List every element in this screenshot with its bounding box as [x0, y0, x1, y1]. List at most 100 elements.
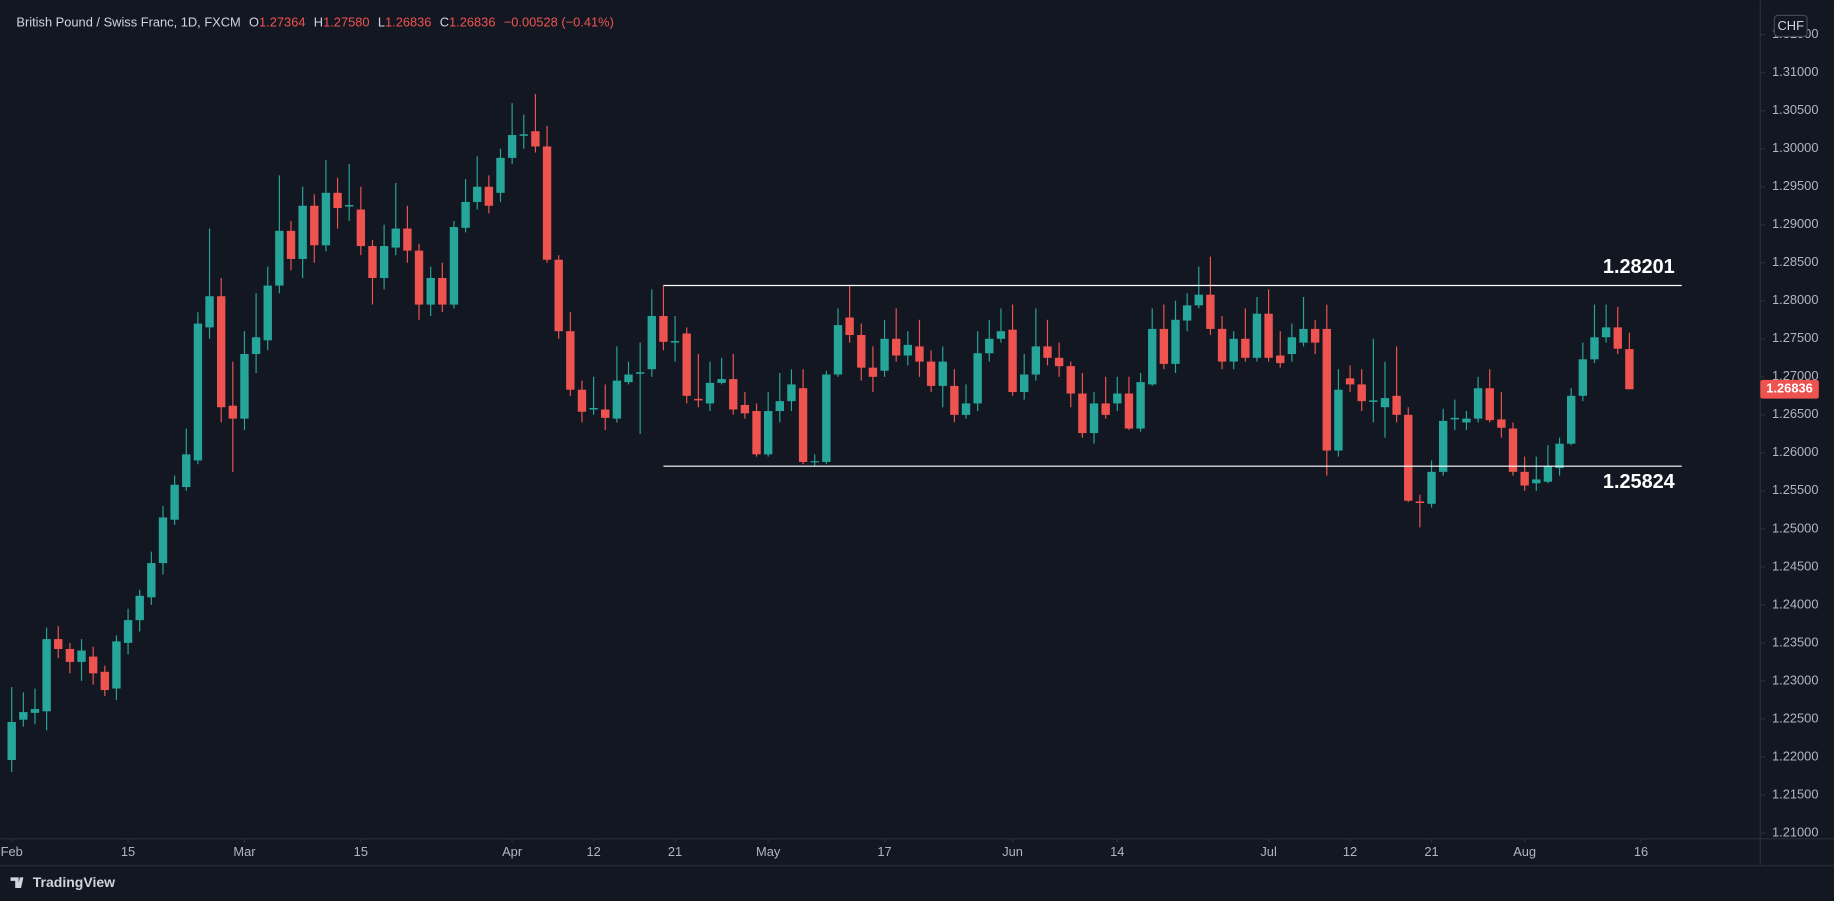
candle-body: [810, 461, 819, 463]
candle-body: [1089, 403, 1099, 434]
candle-body: [170, 484, 179, 520]
x-tick-label: 21: [668, 844, 682, 859]
axes: 1.21000 1.21500 1.22000 1.22500 1.23000 1.235…: [1, 26, 1819, 859]
candle-body: [484, 186, 494, 206]
y-tick-label: 1.21000: [1772, 824, 1818, 839]
candle-body: [414, 250, 424, 305]
candle-body: [507, 135, 517, 158]
candle-body: [1578, 359, 1588, 396]
candle-body: [1473, 388, 1483, 419]
candle-body: [205, 296, 214, 328]
x-tick-label: 14: [1110, 844, 1124, 859]
candle-body: [100, 671, 109, 691]
candle-body: [1299, 328, 1308, 343]
y-tick-label: 1.26000: [1772, 444, 1818, 459]
candle-body: [542, 146, 552, 260]
candle-body: [845, 317, 854, 335]
high-value: 1.27580: [323, 15, 369, 30]
candle-body: [1625, 349, 1634, 390]
y-tick-label: 1.25500: [1772, 482, 1818, 497]
open-key: O: [249, 15, 259, 30]
candle-body: [752, 411, 761, 455]
currency-badge[interactable]: [1773, 14, 1808, 38]
candle-body: [519, 134, 528, 136]
x-tick-label: 16: [1634, 844, 1648, 859]
candle-body: [333, 192, 342, 209]
candle-body: [345, 204, 354, 207]
candle-body: [19, 712, 28, 720]
candle-body: [798, 388, 808, 462]
candle-body: [647, 315, 656, 370]
candle-body: [1532, 479, 1541, 484]
candle-body: [601, 409, 610, 418]
candle-body: [891, 338, 901, 356]
last-price-badge: [1760, 379, 1819, 399]
candle-body: [496, 157, 505, 193]
candle-body: [403, 228, 412, 251]
candle-body: [1264, 313, 1273, 358]
brand-name: TradingView: [33, 874, 115, 890]
candle-body: [391, 228, 400, 248]
candle-body: [1124, 393, 1134, 429]
candle-body: [1485, 388, 1494, 421]
candle-body: [251, 337, 261, 355]
y-tick-label: 1.22500: [1772, 710, 1818, 725]
candle-body: [1031, 346, 1041, 375]
candle-body: [275, 230, 284, 286]
candle-body: [903, 344, 913, 356]
candle-body: [717, 379, 726, 383]
candle-body: [54, 639, 63, 649]
x-tick-label: Apr: [502, 844, 523, 859]
candle-body: [915, 346, 924, 362]
candle-body: [30, 709, 40, 713]
y-tick-label: 1.30000: [1772, 140, 1818, 155]
candle-body: [112, 641, 121, 689]
candle-body: [996, 331, 1006, 339]
candle-body: [729, 379, 738, 410]
candle-body: [763, 411, 773, 455]
change-value: −0.00528 (−0.41%): [504, 15, 614, 30]
candle-body: [1008, 329, 1017, 393]
candle-body: [624, 374, 633, 383]
candle-body: [1380, 398, 1390, 408]
candle-body: [1357, 384, 1366, 402]
y-tick-label: 1.22000: [1772, 748, 1818, 763]
x-tick-label: 17: [877, 844, 891, 859]
y-tick-label: 1.23500: [1772, 634, 1818, 649]
candle-body: [1345, 378, 1355, 385]
candle-body: [135, 595, 144, 621]
symbol-header: British Pound / Swiss Franc, 1D, FXCM O1…: [16, 15, 613, 30]
candle-body: [1287, 337, 1297, 355]
y-tick-label: 1.21500: [1772, 786, 1818, 801]
candle-body: [659, 315, 668, 342]
candle-body: [449, 227, 459, 305]
y-tick-label: 1.29500: [1772, 178, 1818, 193]
candle-body: [1601, 327, 1611, 338]
close-key: C: [440, 15, 449, 30]
y-tick-label: 1.26500: [1772, 406, 1818, 421]
candle-body: [1427, 471, 1436, 504]
candle-body: [321, 192, 331, 246]
candle-body: [1590, 337, 1599, 360]
candle-body: [379, 246, 389, 278]
x-tick-label: Feb: [1, 844, 23, 859]
candle-body: [426, 277, 435, 305]
candle-body: [158, 517, 168, 564]
close-value: 1.26836: [449, 15, 495, 30]
candle-body: [1567, 395, 1576, 444]
candle-body: [65, 648, 75, 662]
candle-body: [635, 372, 645, 374]
x-tick-label: Aug: [1513, 844, 1536, 859]
candle-body: [1322, 328, 1331, 451]
x-tick-label: Jul: [1260, 844, 1276, 859]
candle-body: [985, 338, 994, 354]
x-tick-label: 15: [354, 844, 368, 859]
y-tick-label: 1.27500: [1772, 330, 1818, 345]
y-tick-label: 1.28000: [1772, 292, 1818, 307]
candle-body: [123, 620, 133, 643]
candle-body: [1310, 328, 1320, 343]
brand-logo[interactable]: TradingView: [10, 874, 116, 890]
y-tick-label: 1.25000: [1772, 520, 1818, 535]
